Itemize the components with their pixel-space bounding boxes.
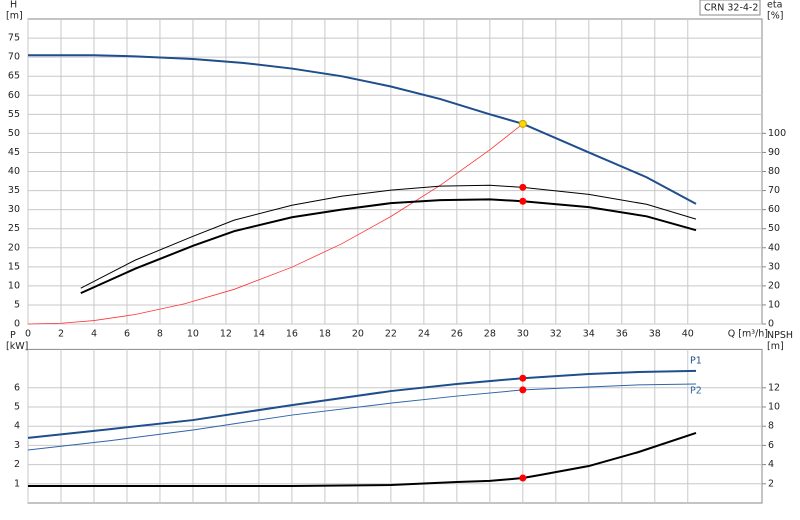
y-tick-label: 20	[8, 242, 20, 253]
y-tick-label: 40	[8, 166, 20, 177]
x-tick-label: 0	[25, 329, 31, 340]
y-tick-label: 35	[8, 185, 20, 196]
y2-tick-label: 80	[768, 166, 780, 177]
y-tick-label: 30	[8, 204, 20, 215]
x-tick-label: 14	[253, 329, 265, 340]
duty-point	[519, 474, 527, 482]
duty-point	[519, 197, 527, 205]
annotation-box	[699, 0, 761, 16]
y-tick-label: 55	[8, 109, 20, 120]
y2-tick-label: 10	[768, 299, 780, 310]
duty-point	[519, 386, 527, 394]
series-label: P1	[690, 355, 702, 366]
y-tick-label: 5	[14, 299, 20, 310]
curve	[28, 431, 697, 488]
x-axis-label: Q [m³/h]	[728, 329, 768, 340]
x-tick-label: 36	[616, 329, 628, 340]
y-axis-label: H	[10, 0, 17, 11]
x-tick-label: 34	[583, 329, 595, 340]
x-tick-label: 16	[286, 329, 298, 340]
y-tick-label: 15	[8, 261, 20, 272]
x-tick-label: 4	[91, 329, 97, 340]
y-tick-label: 60	[8, 90, 20, 101]
y-tick-label: 1	[14, 478, 20, 489]
y-tick-label: 75	[8, 33, 20, 44]
curve	[80, 198, 697, 295]
x-tick-label: 12	[220, 329, 232, 340]
annotation: CRN 32-4-2	[704, 3, 758, 14]
y2-tick-label: 90	[768, 147, 780, 158]
x-tick-label: 32	[550, 329, 562, 340]
y-tick-label: 2	[14, 459, 20, 470]
duty-point	[519, 374, 527, 382]
y-tick-label: 70	[8, 52, 20, 63]
y-tick-label: 3	[14, 440, 20, 451]
y2-tick-label: 8	[768, 421, 774, 432]
y-axis-unit: [m]	[6, 11, 23, 22]
y2-tick-label: 40	[768, 242, 780, 253]
y-tick-label: 0	[14, 319, 20, 330]
x-tick-label: 30	[517, 329, 529, 340]
y2-axis-label: NPSH	[767, 330, 793, 341]
y-tick-label: 10	[8, 280, 20, 291]
curve	[28, 54, 697, 205]
x-tick-label: 20	[352, 329, 364, 340]
y2-tick-label: 100	[768, 128, 786, 139]
curve	[27, 369, 697, 439]
y2-tick-label: 70	[768, 185, 780, 196]
y2-axis-unit: [%]	[767, 11, 783, 22]
curve	[27, 123, 524, 325]
y-tick-label: 65	[8, 71, 20, 82]
curve	[27, 383, 697, 451]
y2-axis-unit: [m]	[767, 341, 784, 352]
y2-tick-label: 10	[768, 402, 780, 413]
y2-tick-label: 12	[768, 382, 780, 393]
y2-tick-label: 60	[768, 204, 780, 215]
duty-point	[519, 183, 527, 191]
duty-point	[518, 119, 527, 128]
x-tick-label: 6	[124, 329, 130, 340]
curve	[80, 184, 697, 289]
y2-tick-label: 20	[768, 280, 780, 291]
y-tick-label: 4	[14, 421, 20, 432]
y-tick-label: 6	[14, 382, 20, 393]
series-label: P2	[690, 385, 702, 396]
y-axis-unit: [kW]	[6, 341, 28, 352]
y2-axis-label: eta	[767, 0, 782, 11]
y2-tick-label: 50	[768, 223, 780, 234]
y-tick-label: 5	[14, 402, 20, 413]
y2-tick-label: 4	[768, 459, 774, 470]
y2-tick-label: 30	[768, 261, 780, 272]
x-tick-label: 22	[385, 329, 397, 340]
y-tick-label: 50	[8, 128, 20, 139]
x-tick-label: 40	[682, 329, 694, 340]
x-tick-label: 2	[58, 329, 64, 340]
x-tick-label: 28	[484, 329, 496, 340]
y2-tick-label: 2	[768, 478, 774, 489]
x-tick-label: 38	[649, 329, 661, 340]
y-tick-label: 25	[8, 223, 20, 234]
y-axis-label: P	[10, 330, 16, 341]
y2-tick-label: 6	[768, 440, 774, 451]
y2-tick-label: 0	[768, 319, 774, 330]
x-tick-label: 8	[157, 329, 163, 340]
y-tick-label: 45	[8, 147, 20, 158]
x-tick-label: 10	[187, 329, 199, 340]
x-tick-label: 24	[418, 329, 430, 340]
x-tick-label: 26	[451, 329, 463, 340]
x-tick-label: 18	[319, 329, 331, 340]
